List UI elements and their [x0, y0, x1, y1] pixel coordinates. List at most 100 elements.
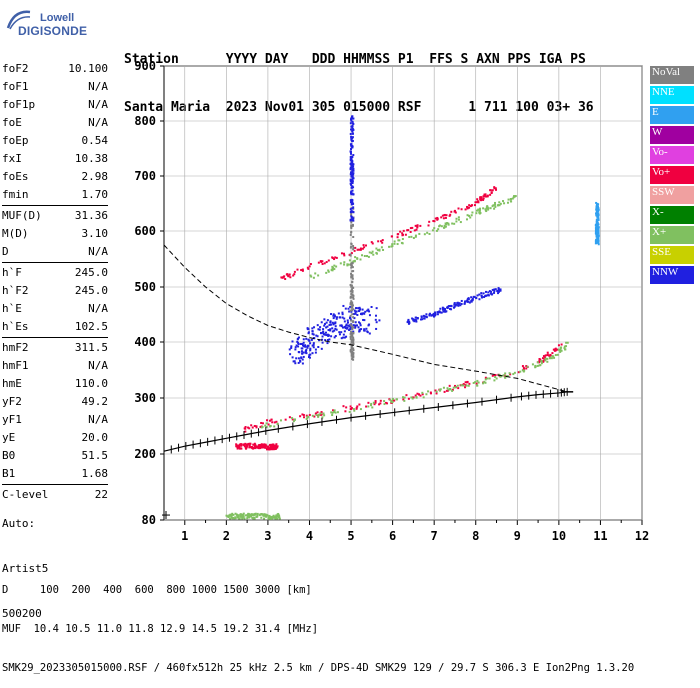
echo-point-x — [522, 370, 525, 373]
echo-point-x — [346, 263, 349, 266]
echo-point-x — [382, 248, 385, 251]
echo-point-nnw — [292, 360, 295, 363]
echo-point-vo — [525, 367, 528, 370]
echo-point-noval — [352, 353, 355, 356]
echo-point-vo — [272, 446, 275, 449]
echo-point-nnw — [351, 216, 354, 219]
echo-point-e — [595, 206, 598, 209]
echo-point-vo — [296, 268, 299, 271]
echo-point-nnw — [350, 191, 353, 194]
echo-point-vo — [247, 426, 250, 429]
echo-point-x — [335, 265, 338, 268]
echo-point-x — [431, 229, 434, 232]
param-name: fmin — [2, 188, 29, 201]
echo-point-vo — [419, 224, 422, 227]
echo-point-vo — [416, 225, 419, 228]
echo-point-x — [485, 210, 488, 213]
echo-point-nnw — [352, 163, 355, 166]
echo-point-vo — [349, 408, 352, 411]
echo-point-x — [256, 512, 259, 515]
echo-point-x — [486, 205, 489, 208]
echo-point-vo — [475, 382, 478, 385]
echo-point-vo — [345, 406, 348, 409]
echo-point-e — [596, 240, 599, 243]
echo-point-vo — [258, 444, 261, 447]
echo-point-x — [398, 239, 401, 242]
echo-point-noval — [351, 335, 354, 338]
echo-point-nnw — [438, 310, 441, 313]
echo-point-x — [546, 360, 549, 363]
echo-point-vo — [272, 448, 275, 451]
echo-point-vo — [374, 401, 377, 404]
param-name: yF1 — [2, 413, 22, 426]
echo-point-vo — [411, 396, 414, 399]
echo-point-x — [237, 514, 240, 517]
param-row: B1 1.68 — [2, 465, 108, 483]
echo-point-nnw — [362, 312, 365, 315]
param-name: D — [2, 245, 9, 258]
echo-point-nnw — [309, 342, 312, 345]
echo-point-x — [506, 201, 509, 204]
echo-point-nnw — [322, 330, 325, 333]
echo-point-nnw — [289, 353, 292, 356]
echo-point-vo — [334, 256, 337, 259]
echo-point-nnw — [442, 310, 445, 313]
echo-point-noval — [350, 319, 353, 322]
echo-point-vo — [414, 394, 417, 397]
echo-point-vo — [252, 443, 255, 446]
echo-point-x — [242, 512, 245, 515]
echo-point-nnw — [307, 344, 310, 347]
echo-point-e — [596, 219, 599, 222]
echo-point-nnw — [358, 310, 361, 313]
echo-point-x — [459, 221, 462, 224]
echo-point-vo — [287, 274, 290, 277]
echo-point-nnw — [326, 339, 329, 342]
echo-point-nnw — [316, 324, 319, 327]
echo-point-vo — [493, 187, 496, 190]
param-name: foF1p — [2, 98, 36, 111]
echo-point-noval — [352, 320, 355, 323]
echo-point-nnw — [311, 330, 314, 333]
legend-item-nnw: NNW — [650, 266, 694, 284]
echo-point-vo — [356, 405, 359, 408]
echo-point-vo — [406, 229, 409, 232]
echo-point-x — [519, 370, 522, 373]
echo-point-nnw — [290, 346, 293, 349]
echo-point-x — [291, 417, 294, 420]
echo-point-vo — [522, 366, 525, 369]
echo-point-x — [391, 245, 394, 248]
echo-point-vo — [343, 254, 346, 257]
echo-point-nnw — [408, 320, 411, 323]
echo-point-x — [435, 229, 438, 232]
echo-point-noval — [350, 272, 353, 275]
echo-point-vo — [289, 276, 292, 279]
echo-point-x — [333, 409, 336, 412]
echo-point-vo — [244, 446, 247, 449]
echo-point-vo — [386, 402, 389, 405]
echo-point-nnw — [302, 355, 305, 358]
x-tick-label: 8 — [472, 529, 479, 543]
muf-row: MUF 10.4 10.5 11.0 11.8 12.9 14.5 19.2 3… — [2, 623, 319, 635]
echo-point-x — [253, 517, 256, 520]
echo-point-nnw — [370, 305, 373, 308]
echo-point-nnw — [301, 352, 304, 355]
echo-point-vo — [264, 444, 267, 447]
echo-point-nnw — [452, 306, 455, 309]
param-row: fmin 1.70 — [2, 186, 108, 204]
echo-point-nnw — [330, 335, 333, 338]
echo-point-x — [268, 514, 271, 517]
echo-point-x — [433, 227, 436, 230]
echo-point-x — [560, 349, 563, 352]
param-value: 1.70 — [81, 188, 109, 201]
echo-point-nnw — [345, 323, 348, 326]
echo-point-noval — [349, 233, 352, 236]
echo-point-nnw — [470, 296, 473, 299]
echo-point-vo — [401, 234, 404, 237]
echo-point-x — [241, 513, 244, 516]
echo-point-e — [596, 204, 599, 207]
param-row: h`Es 102.5 — [2, 318, 108, 336]
echo-point-nnw — [425, 313, 428, 316]
echo-point-vo — [416, 226, 419, 229]
echo-point-x — [557, 348, 560, 351]
echo-point-nnw — [467, 300, 470, 303]
